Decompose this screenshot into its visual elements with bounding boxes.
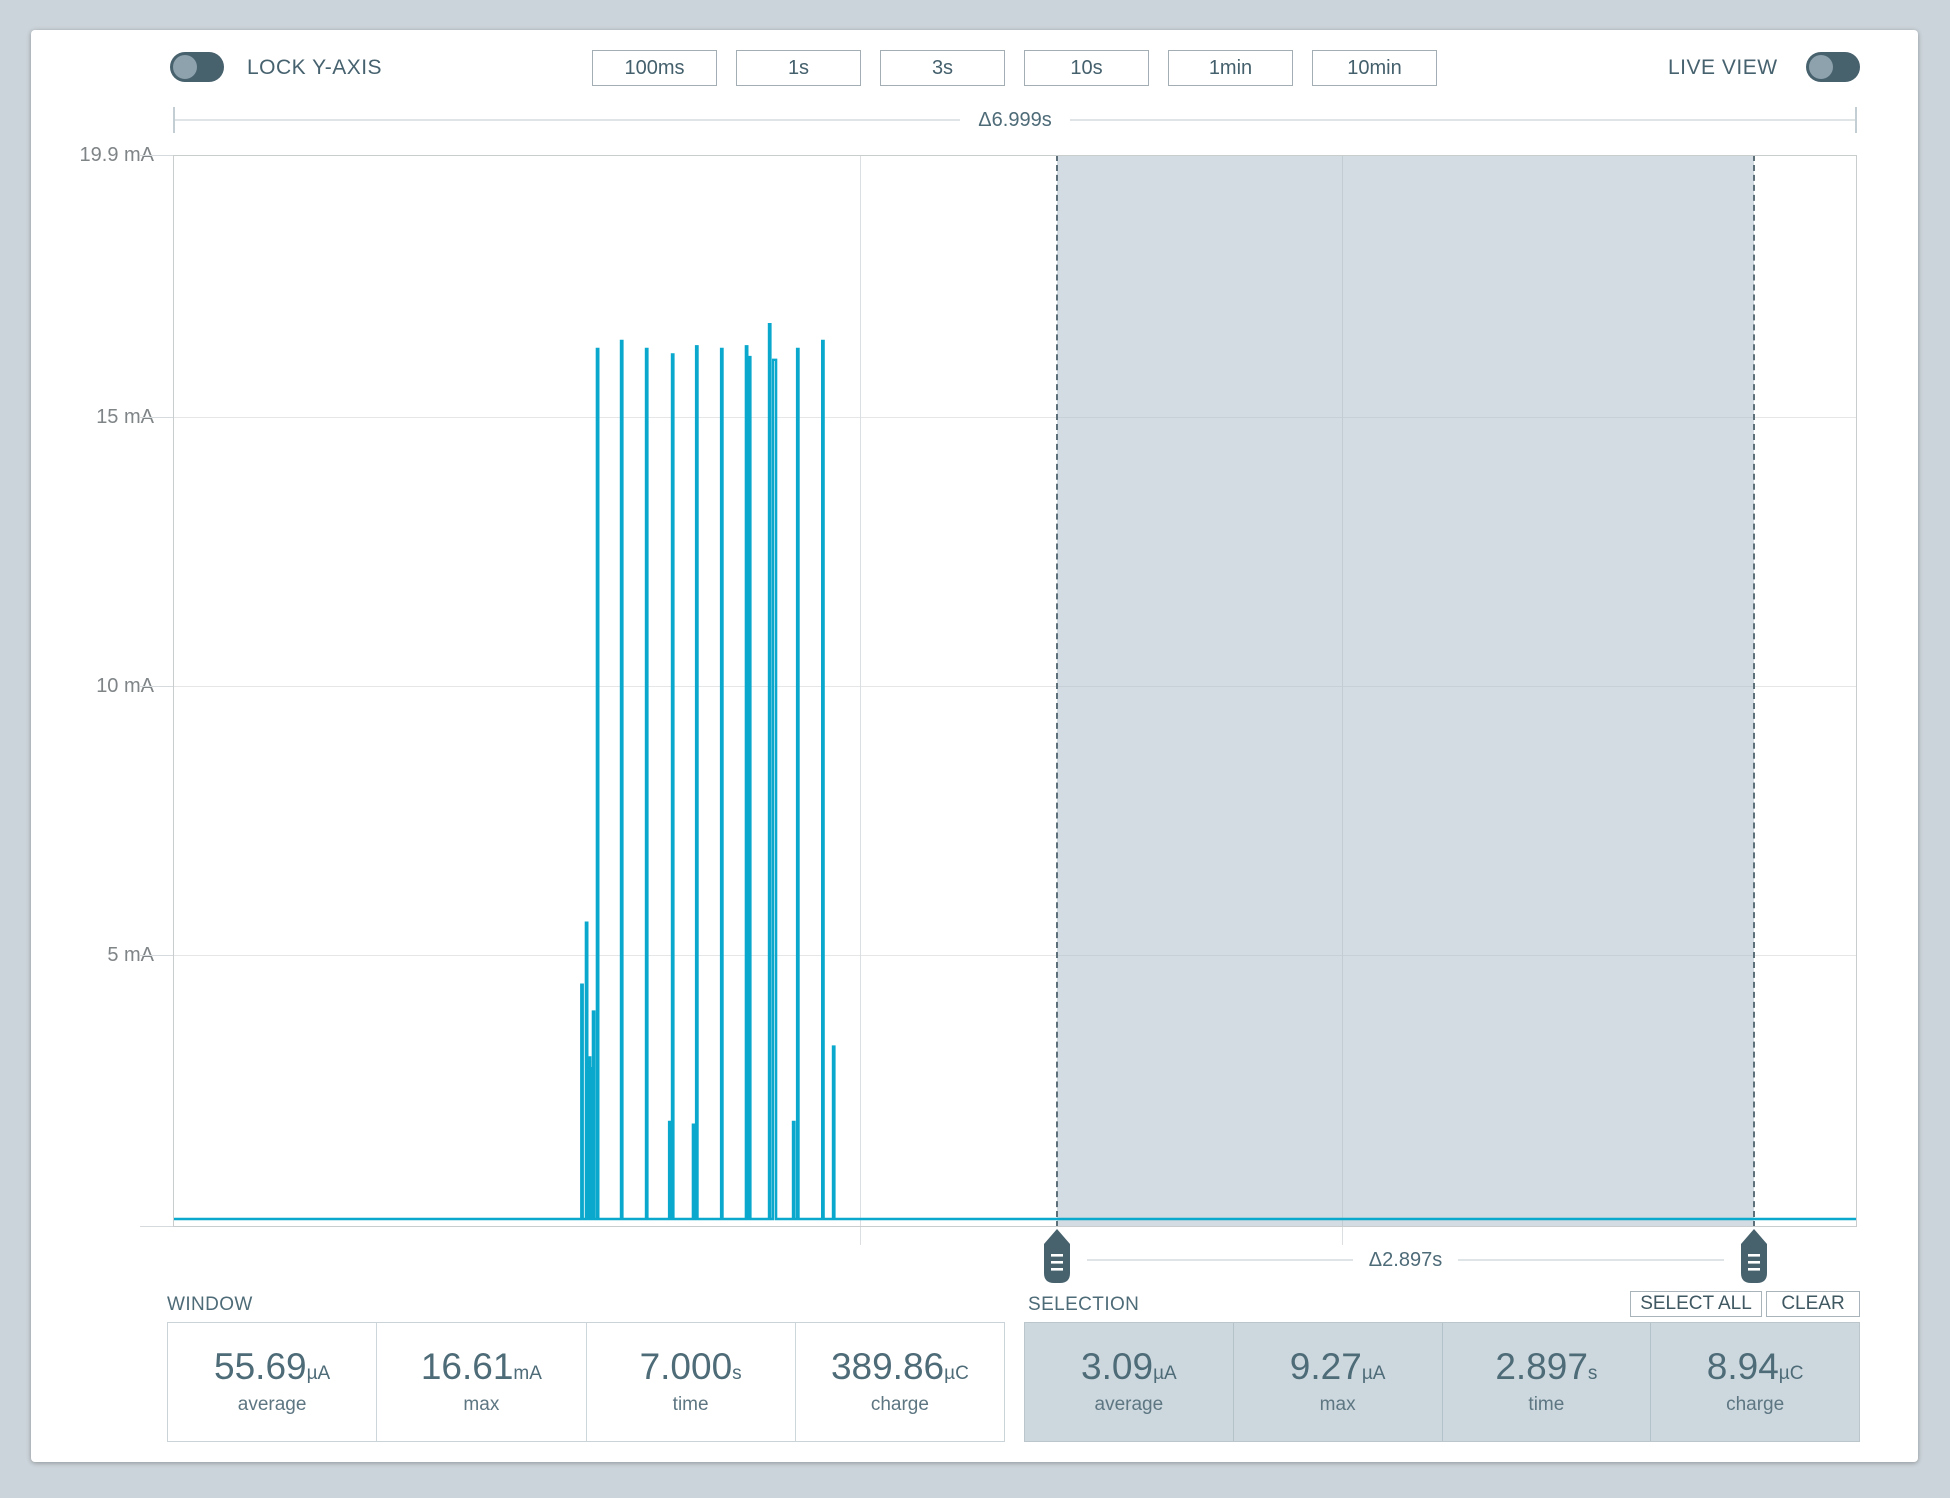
stat-unit: mA — [513, 1363, 542, 1384]
window-stats-panel: 55.69µA average 16.61mA max 7.000s time … — [167, 1322, 1005, 1442]
stat-label: average — [1094, 1394, 1164, 1415]
stat-value: 9.27 — [1289, 1346, 1362, 1387]
selection-average-stat: 3.09µA average — [1025, 1323, 1233, 1441]
selection-left-boundary — [1056, 155, 1058, 1227]
ruler-end-tick — [173, 107, 175, 133]
ruler-line — [1458, 1259, 1725, 1261]
stat-unit: s — [732, 1363, 742, 1384]
window-time-stat: 7.000s time — [585, 1323, 795, 1441]
live-view-toggle[interactable] — [1806, 52, 1860, 82]
lock-y-axis-label: LOCK Y-AXIS — [247, 56, 383, 79]
selection-charge-stat: 8.94µC charge — [1650, 1323, 1859, 1441]
stat-value: 389.86 — [830, 1346, 945, 1387]
chart-frame — [173, 155, 1857, 1227]
stat-label: average — [237, 1394, 307, 1415]
ruler-end-tick — [1855, 107, 1858, 133]
toggle-knob-icon — [1809, 55, 1833, 79]
stat-unit: µA — [1153, 1363, 1177, 1384]
selection-duration-label: Δ2.897s — [1368, 1248, 1443, 1271]
y-axis-tick — [140, 1226, 173, 1227]
stat-unit: µC — [944, 1363, 969, 1384]
lock-y-axis-toggle[interactable] — [170, 52, 224, 82]
stat-unit: µC — [1778, 1363, 1804, 1384]
y-tick-label: 15 mA — [96, 406, 154, 428]
gridline-15ma — [173, 417, 1857, 418]
stat-value: 2.897 — [1495, 1346, 1588, 1387]
selection-right-boundary — [1753, 155, 1755, 1227]
window-stats-title: WINDOW — [167, 1294, 253, 1315]
stat-label: charge — [1726, 1394, 1785, 1415]
selection-duration-ruler: Δ2.897s — [1057, 1247, 1754, 1273]
window-duration-ruler: Δ6.999s — [173, 107, 1858, 133]
ruler-line — [1087, 1259, 1353, 1261]
toggle-knob-icon — [173, 55, 197, 79]
window-10s-button[interactable]: 10s — [1024, 50, 1149, 86]
gridline-5ma — [173, 955, 1857, 956]
y-tick-label: 10 mA — [96, 675, 154, 697]
window-10min-button[interactable]: 10min — [1312, 50, 1437, 86]
window-average-stat: 55.69µA average — [168, 1323, 376, 1441]
stat-value: 7.000 — [639, 1346, 733, 1387]
stat-unit: s — [1587, 1363, 1598, 1384]
time-gridline — [860, 155, 861, 1245]
window-3s-button[interactable]: 3s — [880, 50, 1005, 86]
y-tick-label: 19.9 mA — [79, 144, 154, 166]
window-duration-label: Δ6.999s — [978, 108, 1052, 131]
current-waveform — [173, 323, 1857, 1221]
y-axis-tick — [140, 955, 173, 956]
ruler-line — [175, 119, 961, 121]
stat-label: charge — [870, 1394, 929, 1415]
live-view-label: LIVE VIEW — [1668, 56, 1778, 79]
y-axis-tick — [140, 417, 173, 418]
selection-time-stat: 2.897s time — [1441, 1323, 1651, 1441]
select-all-button[interactable]: SELECT ALL — [1630, 1291, 1762, 1317]
stat-value: 55.69 — [214, 1346, 307, 1387]
selection-handle-left[interactable] — [1044, 1229, 1070, 1283]
y-axis-tick — [140, 686, 173, 687]
selection-region[interactable] — [1057, 155, 1754, 1227]
ruler-line — [1069, 119, 1856, 121]
stat-value: 8.94 — [1706, 1346, 1779, 1387]
y-axis-tick — [140, 155, 173, 156]
stat-unit: µA — [1361, 1363, 1386, 1384]
clear-button[interactable]: CLEAR — [1766, 1291, 1860, 1317]
selection-handle-right[interactable] — [1741, 1229, 1767, 1283]
y-tick-label: 5 mA — [107, 944, 154, 966]
stat-label: max — [463, 1394, 500, 1415]
stat-value: 3.09 — [1081, 1346, 1154, 1387]
time-window-button-group: 100ms 1s 3s 10s 1min 10min — [592, 50, 1437, 86]
stat-label: time — [672, 1394, 709, 1415]
stat-value: 16.61 — [420, 1346, 514, 1387]
stat-label: time — [1528, 1394, 1565, 1415]
window-1min-button[interactable]: 1min — [1168, 50, 1293, 86]
selection-stats-title: SELECTION — [1028, 1294, 1140, 1315]
window-max-stat: 16.61mA max — [376, 1323, 585, 1441]
gridline-10ma — [173, 686, 1857, 687]
selection-stats-panel: 3.09µA average 9.27µA max 2.897s time 8.… — [1024, 1322, 1860, 1442]
current-chart[interactable]: Δ2.897s — [173, 155, 1857, 1283]
window-100ms-button[interactable]: 100ms — [592, 50, 717, 86]
stat-unit: µA — [306, 1363, 331, 1384]
stat-label: max — [1319, 1394, 1356, 1415]
selection-max-stat: 9.27µA max — [1232, 1323, 1442, 1441]
window-charge-stat: 389.86µC charge — [794, 1323, 1004, 1441]
window-1s-button[interactable]: 1s — [736, 50, 861, 86]
